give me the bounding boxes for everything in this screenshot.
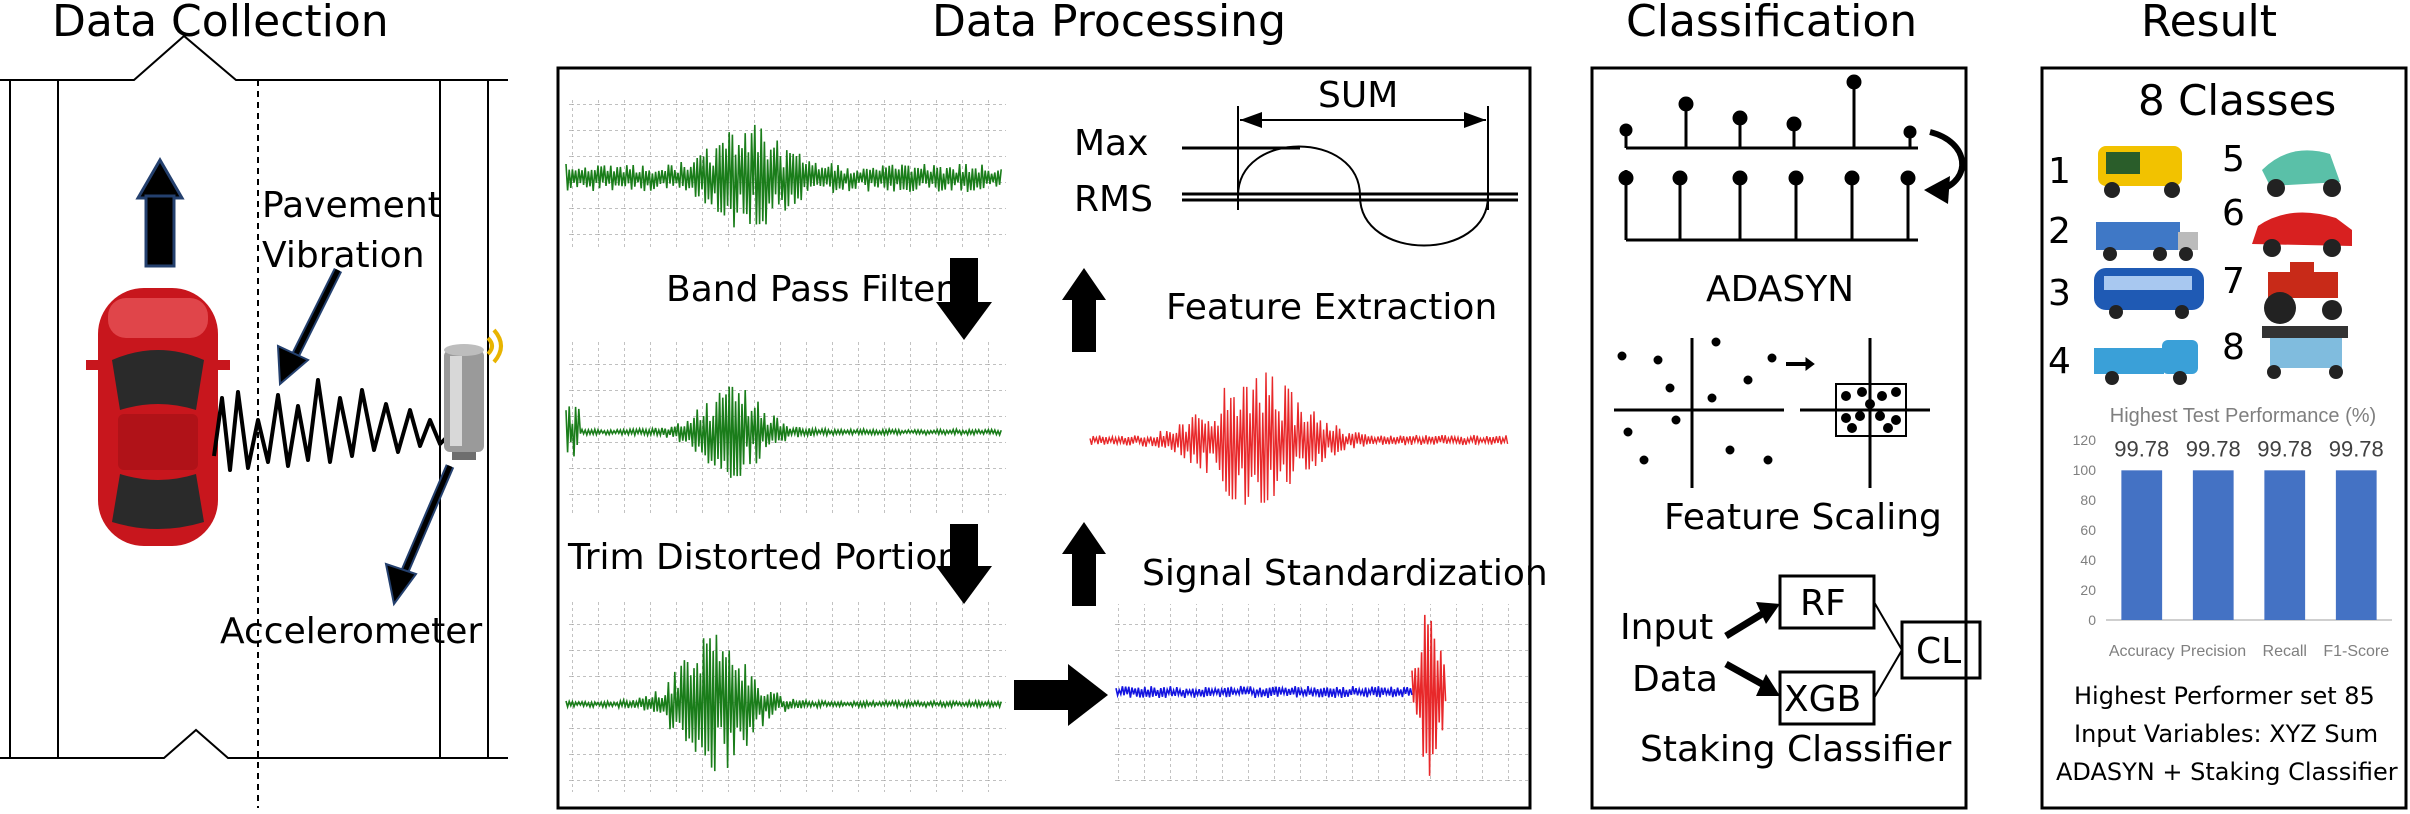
bar-data-label: 99.78 <box>2186 436 2241 461</box>
e-rickshaw-icon <box>2262 326 2348 379</box>
class-number: 4 <box>2048 341 2071 382</box>
bar <box>2264 470 2306 620</box>
raw-signal <box>565 124 1002 228</box>
result-title: Result <box>2141 0 2277 47</box>
feature-scaling-schematic <box>1614 337 1930 488</box>
pavement-label: Pavement <box>262 185 442 226</box>
cl-label: CL <box>1916 631 1962 672</box>
bar-data-label: 99.78 <box>2257 436 2312 461</box>
y-tick-label: 60 <box>2080 522 2096 538</box>
accelerometer-icon <box>444 328 503 460</box>
adasyn-label: ADASYN <box>1706 269 1855 310</box>
standardized-signal-peak <box>1411 614 1447 776</box>
xgb-label: XGB <box>1784 679 1862 720</box>
direction-arrow-icon <box>135 157 185 268</box>
sum-label: SUM <box>1318 75 1399 116</box>
accelerometer-pointer <box>384 464 455 607</box>
auto-rickshaw-icon <box>2098 146 2182 198</box>
standardization-label: Signal Standardization <box>1142 553 1548 594</box>
bar <box>2192 470 2234 620</box>
accelerometer-label: Accelerometer <box>220 611 483 652</box>
result-footer-2: Input Variables: XYZ Sum <box>2074 720 2379 748</box>
rf-label: RF <box>1800 583 1846 624</box>
classification-frame <box>1590 66 1968 810</box>
scooter-icon <box>2262 150 2341 197</box>
up-arrow-icon-2 <box>1062 522 1106 606</box>
result-footer-1: Highest Performer set 85 <box>2074 682 2375 710</box>
band-pass-label: Band Pass Filter <box>666 269 951 310</box>
class-number: 2 <box>2048 211 2071 252</box>
vibration-label: Vibration <box>262 235 425 276</box>
result-footer-3: ADASYN + Staking Classifier <box>2056 758 2398 786</box>
class-number: 6 <box>2222 193 2245 234</box>
feature-signal <box>1089 372 1509 505</box>
rms-label: RMS <box>1074 179 1153 220</box>
feature-scaling-label: Feature Scaling <box>1664 497 1942 538</box>
down-arrow-icon-2 <box>936 524 992 604</box>
bar <box>2121 470 2163 620</box>
max-label: Max <box>1074 123 1149 164</box>
result-frame <box>2040 66 2408 810</box>
chart-title: Highest Test Performance (%) <box>2110 405 2376 427</box>
bar-data-label: 99.78 <box>2114 436 2169 461</box>
trimmed-signal-panel <box>566 602 1006 792</box>
x-tick-label: Accuracy <box>2109 643 2175 660</box>
tractor-icon <box>2264 262 2342 324</box>
truck-icon <box>2096 222 2198 261</box>
class-number: 5 <box>2222 139 2245 180</box>
stacking-label: Staking Classifier <box>1640 729 1952 770</box>
y-tick-label: 40 <box>2080 552 2096 568</box>
car-icon <box>86 288 230 546</box>
data-label: Data <box>1632 659 1718 700</box>
up-arrow-icon <box>1062 268 1106 352</box>
class-number: 3 <box>2048 273 2071 314</box>
class-number: 1 <box>2048 151 2071 192</box>
stacking-schematic <box>1724 574 1982 726</box>
resample-arrow-icon <box>1924 129 1966 204</box>
right-arrow-icon <box>1014 664 1108 726</box>
vibration-wave <box>212 378 454 472</box>
feature-extraction-schematic <box>1182 106 1518 247</box>
y-tick-label: 0 <box>2088 612 2096 628</box>
down-arrow-icon <box>936 258 992 340</box>
processing-frame <box>556 66 1532 810</box>
car-side-icon <box>2252 212 2352 257</box>
y-tick-label: 20 <box>2080 582 2096 598</box>
data-collection-title: Data Collection <box>52 0 389 47</box>
y-tick-label: 100 <box>2073 462 2097 478</box>
adasyn-schematic <box>1618 74 1918 242</box>
data-processing-title: Data Processing <box>932 0 1286 47</box>
pickup-truck-icon <box>2094 340 2198 385</box>
classes-heading: 8 Classes <box>2138 76 2337 125</box>
x-tick-label: Precision <box>2180 643 2246 660</box>
bar <box>2335 470 2377 620</box>
classification-title: Classification <box>1626 0 1918 47</box>
pavement-vibration-pointer <box>276 267 343 387</box>
road <box>0 34 508 808</box>
feature-extraction-label: Feature Extraction <box>1166 287 1498 328</box>
performance-chart: Highest Test Performance (%) 0 20 40 60 80 100… <box>2073 405 2392 660</box>
standardized-signal <box>1115 684 1413 699</box>
x-tick-label: F1-Score <box>2323 643 2389 660</box>
trimmed-signal <box>565 634 1002 772</box>
filtered-signal <box>565 386 1002 478</box>
x-tick-label: Recall <box>2263 643 2307 660</box>
trim-label: Trim Distorted Portion <box>568 537 961 578</box>
y-tick-label: 80 <box>2080 492 2096 508</box>
class-number: 8 <box>2222 327 2245 368</box>
input-label: Input <box>1620 607 1714 648</box>
class-number: 7 <box>2222 261 2245 302</box>
bus-icon <box>2094 268 2204 319</box>
y-tick-label: 120 <box>2073 432 2097 448</box>
bar-data-label: 99.78 <box>2329 436 2384 461</box>
